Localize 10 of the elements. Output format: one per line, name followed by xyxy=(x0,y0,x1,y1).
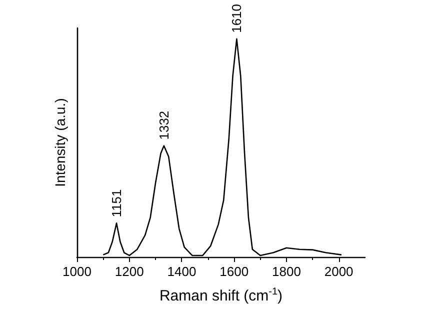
y-axis-title: Intensity (a.u.) xyxy=(52,98,68,187)
x-tick-label: 1600 xyxy=(220,264,249,279)
annotation: 1332 xyxy=(156,110,172,140)
x-tick-label: 1800 xyxy=(272,264,301,279)
annotation: 1151 xyxy=(109,189,124,218)
x-tick-label: 1200 xyxy=(114,264,144,279)
x-tick-label: 2000 xyxy=(324,264,354,279)
x-tick-label: 1000 xyxy=(62,264,92,279)
annotation: 1610 xyxy=(229,4,244,33)
x-tick-label: 1400 xyxy=(167,264,196,279)
